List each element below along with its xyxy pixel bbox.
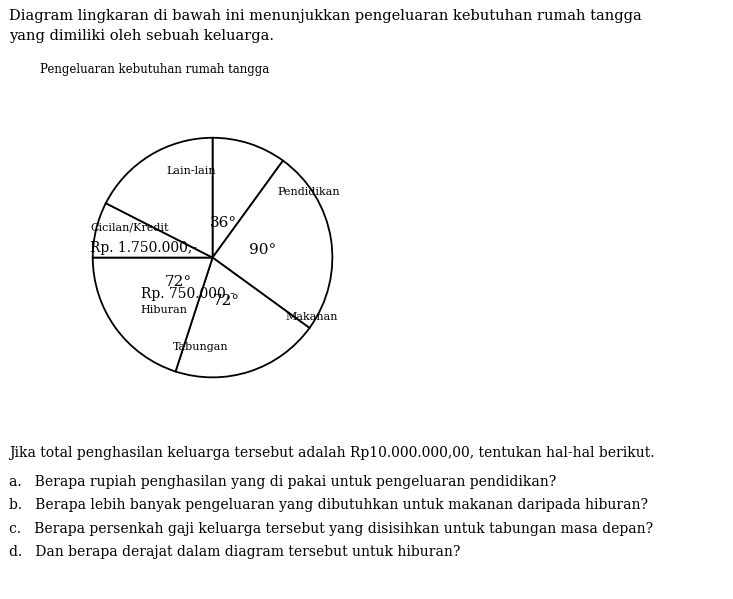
Text: Pendidikan: Pendidikan [277, 187, 339, 196]
Text: 36°: 36° [210, 216, 237, 231]
Wedge shape [213, 161, 332, 328]
Wedge shape [213, 138, 283, 258]
Wedge shape [93, 203, 213, 258]
Text: d.   Dan berapa derajat dalam diagram tersebut untuk hiburan?: d. Dan berapa derajat dalam diagram ters… [9, 545, 460, 559]
Text: Rp. 750.000,-: Rp. 750.000,- [141, 286, 235, 301]
Wedge shape [93, 258, 213, 371]
Text: 72°: 72° [165, 275, 192, 289]
Text: Diagram lingkaran di bawah ini menunjukkan pengeluaran kebutuhan rumah tangga: Diagram lingkaran di bawah ini menunjukk… [9, 9, 641, 23]
Text: Tabungan: Tabungan [173, 343, 229, 352]
Wedge shape [175, 258, 309, 377]
Text: Lain-lain: Lain-lain [166, 167, 216, 176]
Text: Jika total penghasilan keluarga tersebut adalah Rp10.000.000,00, tentukan hal-ha: Jika total penghasilan keluarga tersebut… [9, 446, 655, 460]
Text: 72°: 72° [213, 294, 240, 308]
Text: yang dimiliki oleh sebuah keluarga.: yang dimiliki oleh sebuah keluarga. [9, 29, 274, 43]
Wedge shape [106, 138, 213, 258]
Text: Pengeluaran kebutuhan rumah tangga: Pengeluaran kebutuhan rumah tangga [40, 63, 270, 76]
Text: b.   Berapa lebih banyak pengeluaran yang dibutuhkan untuk makanan daripada hibu: b. Berapa lebih banyak pengeluaran yang … [9, 498, 648, 512]
Text: c.   Berapa persenkah gaji keluarga tersebut yang disisihkan untuk tabungan masa: c. Berapa persenkah gaji keluarga terseb… [9, 522, 653, 536]
Text: Cicilan/Kredit: Cicilan/Kredit [90, 223, 169, 232]
Text: Hiburan: Hiburan [141, 305, 188, 315]
Text: 90°: 90° [248, 243, 276, 257]
Text: Rp. 1.750.000,-: Rp. 1.750.000,- [90, 241, 197, 255]
Text: a.   Berapa rupiah penghasilan yang di pakai untuk pengeluaran pendidikan?: a. Berapa rupiah penghasilan yang di pak… [9, 475, 556, 489]
Text: Makanan: Makanan [286, 313, 338, 322]
